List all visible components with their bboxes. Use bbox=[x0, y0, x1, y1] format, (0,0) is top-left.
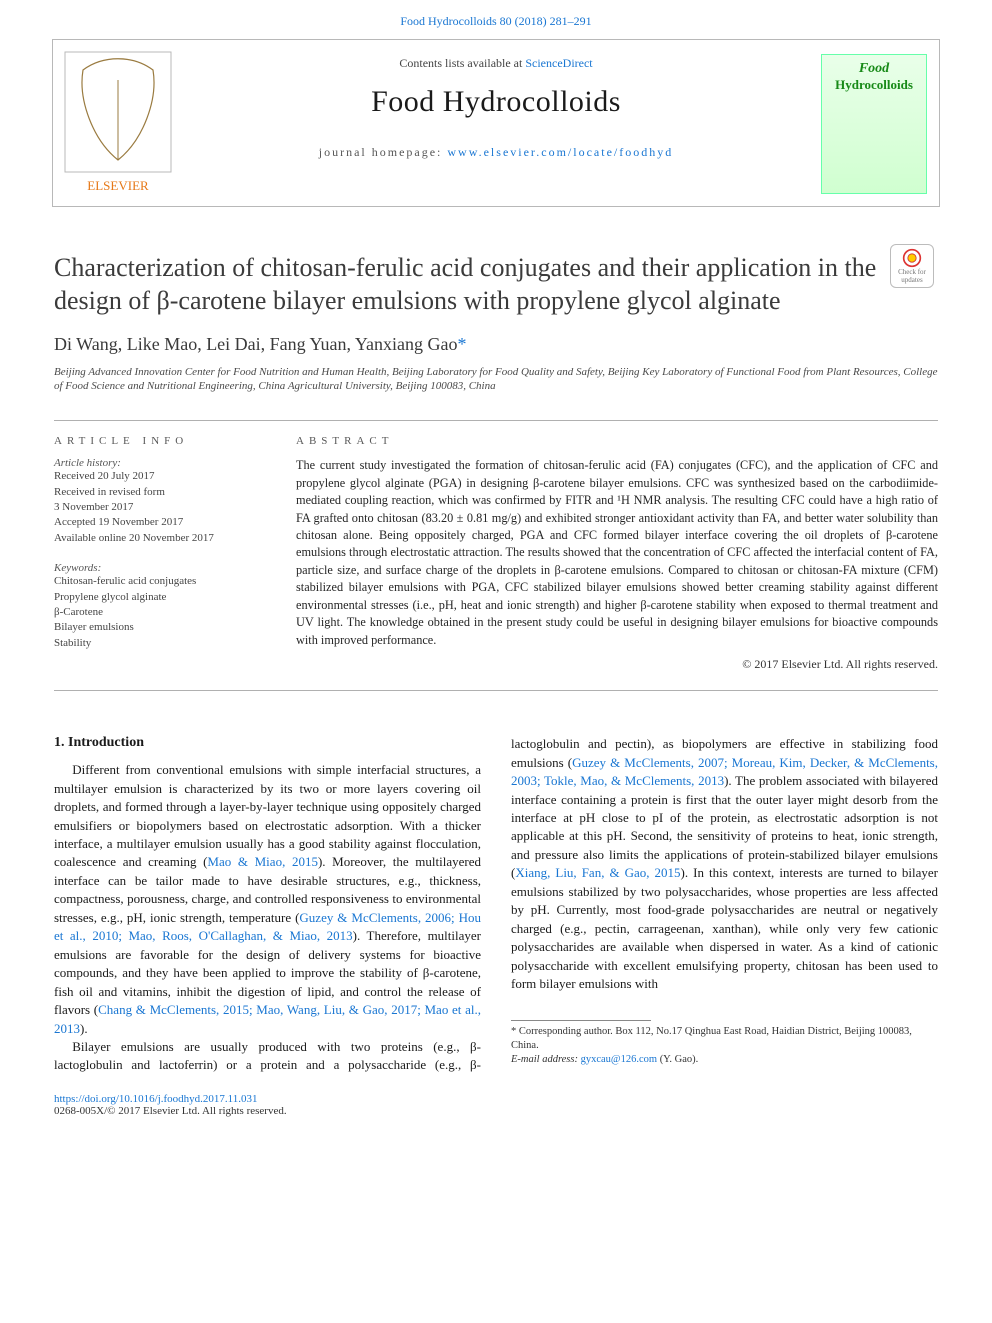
keyword: Stability bbox=[54, 636, 268, 651]
issn-copyright: 0268-005X/© 2017 Elsevier Ltd. All right… bbox=[54, 1105, 938, 1117]
corresponding-email-link[interactable]: gyxcau@126.com bbox=[581, 1054, 657, 1065]
journal-homepage-link[interactable]: www.elsevier.com/locate/foodhyd bbox=[447, 145, 673, 159]
keyword: Bilayer emulsions bbox=[54, 620, 268, 635]
history-line: Received 20 July 2017 bbox=[54, 469, 268, 484]
history-line: Received in revised form bbox=[54, 485, 268, 500]
history-line: 3 November 2017 bbox=[54, 500, 268, 515]
section-heading-introduction: 1. Introduction bbox=[54, 735, 481, 751]
citation-link[interactable]: Chang & McClements, 2015; Mao, Wang, Liu… bbox=[54, 1002, 481, 1035]
doi-link[interactable]: https://doi.org/10.1016/j.foodhyd.2017.1… bbox=[54, 1093, 258, 1105]
author-list: Di Wang, Like Mao, Lei Dai, Fang Yuan, Y… bbox=[54, 334, 938, 355]
contents-line: Contents lists available at ScienceDirec… bbox=[53, 40, 939, 71]
elsevier-logo: ELSEVIER bbox=[63, 50, 173, 196]
cover-line1: Food bbox=[859, 61, 889, 77]
affiliation: Beijing Advanced Innovation Center for F… bbox=[54, 365, 938, 395]
citation-link[interactable]: Mao & Miao, 2015 bbox=[207, 854, 318, 869]
doi-block: https://doi.org/10.1016/j.foodhyd.2017.1… bbox=[54, 1093, 938, 1117]
abstract-heading: ABSTRACT bbox=[296, 435, 938, 447]
footnote-rule bbox=[511, 1020, 651, 1021]
cover-line2: Hydrocolloids bbox=[835, 77, 913, 93]
issue-citation-link[interactable]: Food Hydrocolloids 80 (2018) 281–291 bbox=[400, 14, 591, 28]
keyword: β-Carotene bbox=[54, 605, 268, 620]
corresponding-mark: * bbox=[458, 334, 467, 354]
history-label: Article history: bbox=[54, 457, 268, 469]
body-paragraph: Different from conventional emulsions wi… bbox=[54, 761, 481, 1038]
abstract-copyright: © 2017 Elsevier Ltd. All rights reserved… bbox=[296, 657, 938, 672]
article-title: Characterization of chitosan-ferulic aci… bbox=[54, 251, 884, 318]
journal-homepage: journal homepage: www.elsevier.com/locat… bbox=[53, 119, 939, 160]
abstract-text: The current study investigated the forma… bbox=[296, 457, 938, 649]
article-info-heading: ARTICLE INFO bbox=[54, 435, 268, 447]
divider bbox=[54, 690, 938, 691]
corresponding-author-footnote: * Corresponding author. Box 112, No.17 Q… bbox=[511, 1025, 938, 1068]
elsevier-wordmark: ELSEVIER bbox=[87, 178, 149, 193]
journal-name: Food Hydrocolloids bbox=[53, 71, 939, 119]
keyword: Chitosan-ferulic acid conjugates bbox=[54, 574, 268, 589]
sciencedirect-link[interactable]: ScienceDirect bbox=[525, 56, 592, 70]
issue-citation: Food Hydrocolloids 80 (2018) 281–291 bbox=[0, 0, 992, 39]
journal-cover-thumb: Food Hydrocolloids bbox=[821, 54, 927, 194]
journal-header: ELSEVIER Contents lists available at Sci… bbox=[52, 39, 940, 207]
citation-link[interactable]: Xiang, Liu, Fan, & Gao, 2015 bbox=[515, 865, 680, 880]
abstract-block: ABSTRACT The current study investigated … bbox=[296, 435, 938, 672]
article-info: ARTICLE INFO Article history: Received 2… bbox=[54, 435, 268, 672]
divider bbox=[54, 420, 938, 421]
history-line: Available online 20 November 2017 bbox=[54, 531, 268, 546]
body-columns: 1. Introduction Different from conventio… bbox=[54, 735, 938, 1075]
history-line: Accepted 19 November 2017 bbox=[54, 515, 268, 530]
keyword: Propylene glycol alginate bbox=[54, 590, 268, 605]
keywords-label: Keywords: bbox=[54, 562, 268, 574]
